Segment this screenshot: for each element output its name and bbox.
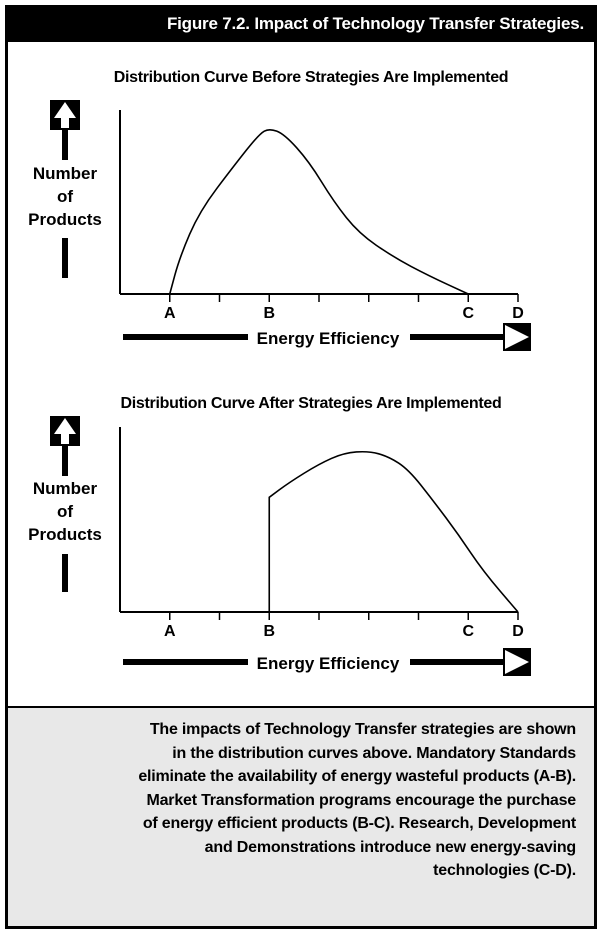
caption-box: The impacts of Technology Transfer strat…	[8, 706, 594, 926]
x-axis-ticks	[169, 294, 519, 302]
chart-before: Distribution Curve Before Strategies Are…	[28, 69, 531, 351]
x-axis-tick-labels: A B C D	[164, 623, 524, 640]
x-axis-tick-labels: A B C D	[164, 305, 524, 322]
chart-before-title: Distribution Curve Before Strategies Are…	[114, 69, 509, 86]
figure-title: Figure 7.2. Impact of Technology Transfe…	[166, 14, 584, 33]
y-label-line-2: of	[57, 187, 73, 206]
y-label-line-3: Products	[28, 210, 102, 229]
charts-canvas: Distribution Curve Before Strategies Are…	[28, 69, 531, 676]
up-arrow-icon	[50, 100, 80, 278]
y-label-line-1: Number	[33, 164, 98, 183]
tick-label-b: B	[263, 305, 275, 322]
caption-text: The impacts of Technology Transfer strat…	[138, 721, 576, 879]
right-arrow-icon	[503, 323, 531, 351]
chart-after-title: Distribution Curve After Strategies Are …	[121, 395, 502, 412]
tick-label-b: B	[263, 623, 275, 640]
x-axis-ticks	[169, 612, 519, 620]
x-axis-label: Energy Efficiency	[257, 654, 400, 673]
tick-label-d: D	[512, 305, 524, 322]
x-axis-arrow	[123, 659, 505, 665]
x-axis-label: Energy Efficiency	[257, 329, 400, 348]
distribution-curve-before	[168, 128, 469, 295]
y-label-line-1: Number	[33, 479, 98, 498]
up-arrow-icon	[50, 416, 80, 592]
figure-title-bar: Figure 7.2. Impact of Technology Transfe…	[8, 8, 594, 42]
tick-label-a: A	[164, 623, 176, 640]
distribution-curve-after	[268, 450, 519, 613]
x-axis-arrow	[123, 334, 505, 340]
y-label-line-2: of	[57, 502, 73, 521]
tick-label-c: C	[462, 305, 474, 322]
tick-label-c: C	[462, 623, 474, 640]
tick-label-a: A	[164, 305, 176, 322]
figure-frame: Figure 7.2. Impact of Technology Transfe…	[5, 5, 597, 929]
right-arrow-icon	[503, 648, 531, 676]
tick-label-d: D	[512, 623, 524, 640]
y-label-line-3: Products	[28, 525, 102, 544]
chart-after: Distribution Curve After Strategies Are …	[28, 395, 531, 676]
